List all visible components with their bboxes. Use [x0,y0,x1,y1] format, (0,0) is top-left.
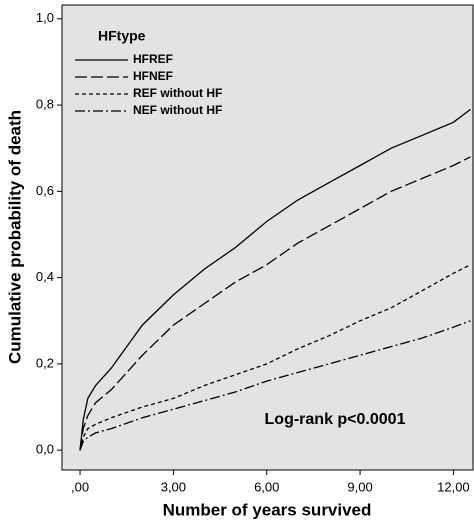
x-tick-label: 12,00 [437,479,470,494]
series-line [79,320,471,451]
x-axis-label: Number of years survived [163,500,372,519]
legend-title: HFtype [98,28,146,44]
y-tick-label: 0,6 [36,183,54,198]
y-axis-label: Cumulative probability of death [5,110,24,364]
plot-area [61,4,474,471]
legend-label: HFREF [133,52,173,66]
x-tick-label: 3,00 [161,479,186,494]
y-tick-label: 0,4 [36,269,54,284]
y-tick-label: 1,0 [36,10,54,25]
y-tick-label: 0,0 [36,442,54,457]
y-tick-label: 0,8 [36,97,54,112]
x-tick-label: 9,00 [347,479,372,494]
x-tick-label: 6,00 [254,479,279,494]
legend-label: REF without HF [133,86,222,100]
annotation: Log-rank p<0.0001 [265,411,406,428]
series-line [79,264,471,451]
y-tick-label: 0,2 [36,355,54,370]
series-line [79,108,471,451]
legend-label: HFNEF [133,69,173,83]
legend-label: NEF without HF [133,103,222,117]
series-line [79,156,471,451]
x-tick-label: ,00 [71,479,89,494]
